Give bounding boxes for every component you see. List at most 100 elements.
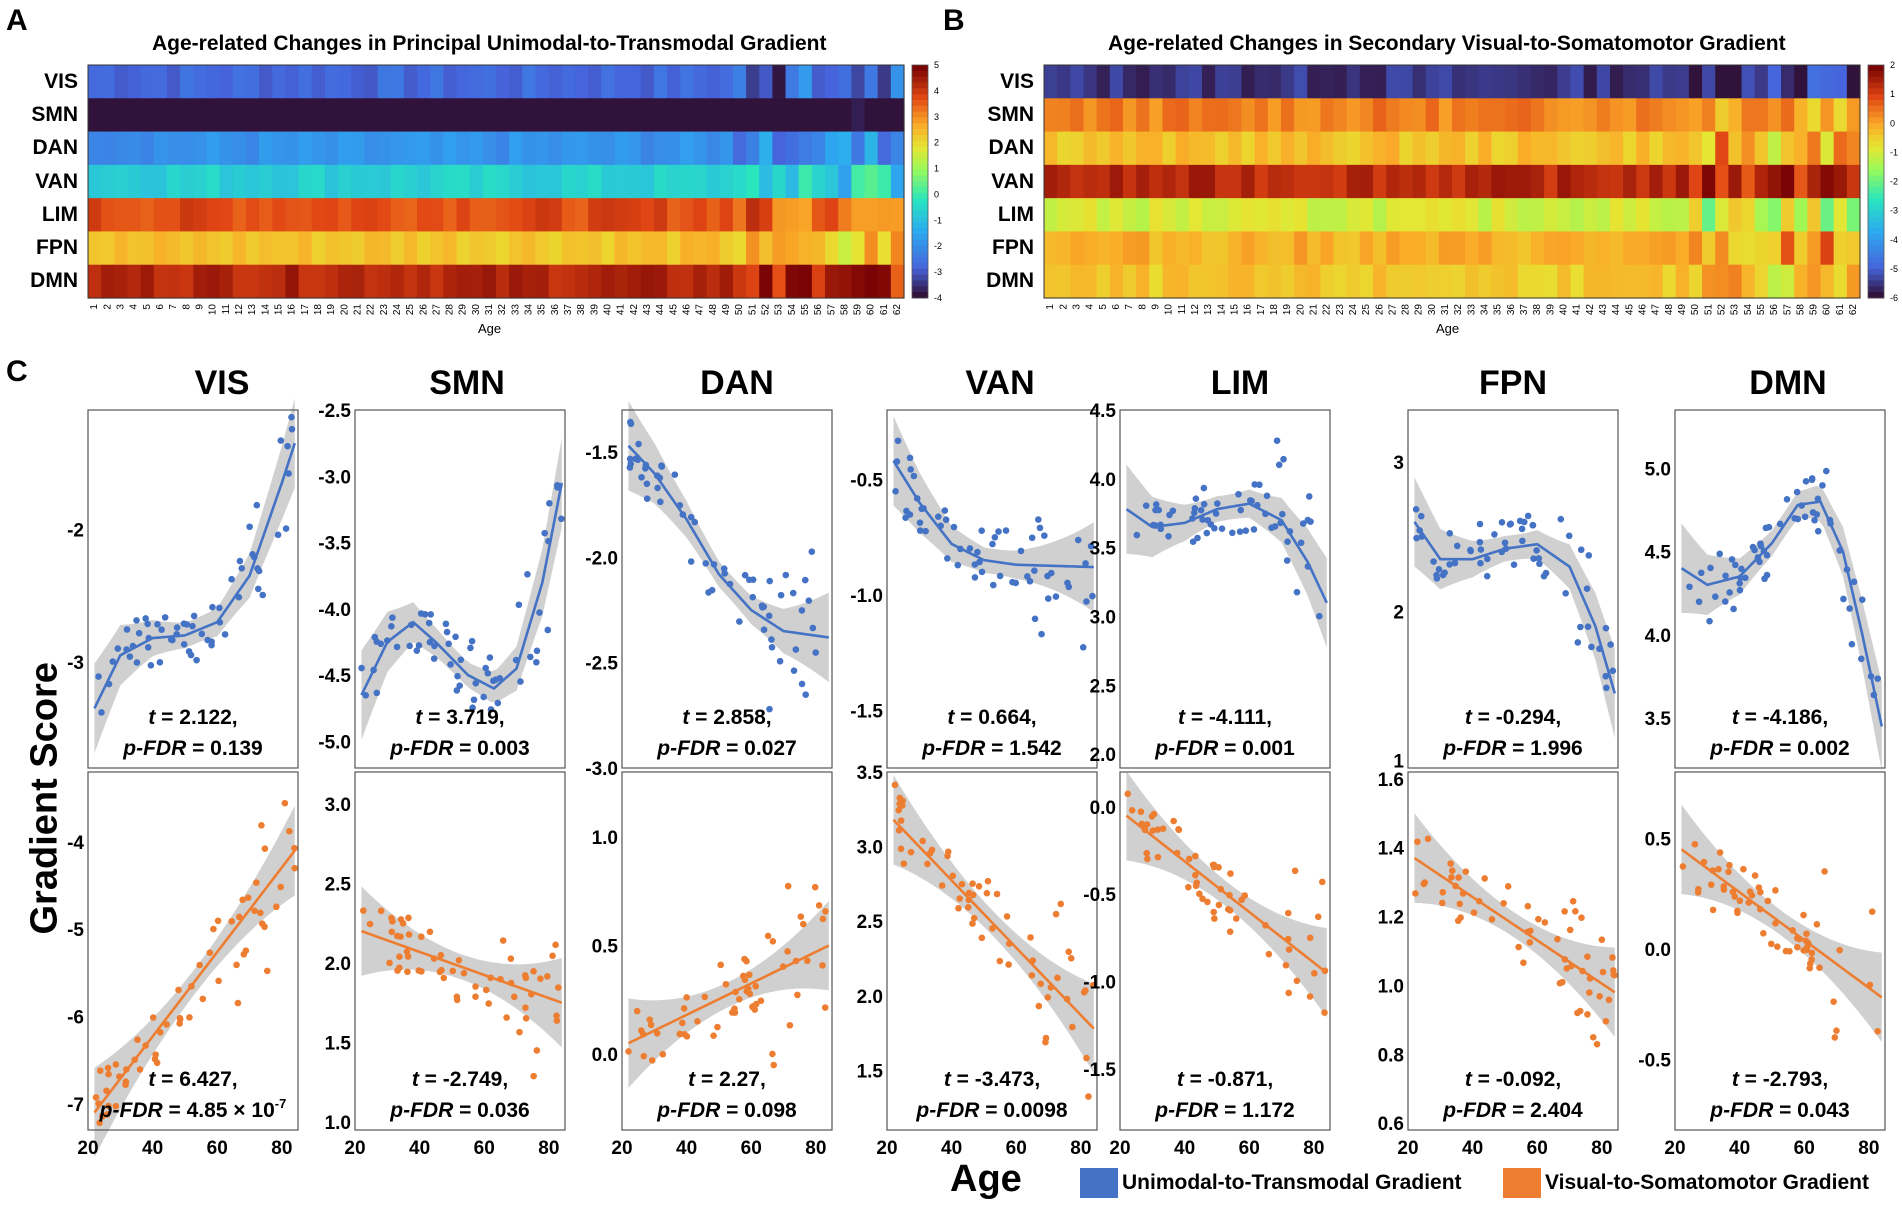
heatmap-a-colorbar-frame: [911, 64, 929, 299]
heatmap-b-cell: [1702, 264, 1716, 299]
data-point: [812, 649, 820, 656]
heatmap-b-cell: [1373, 65, 1387, 99]
heatmap-b-colorbar-step: [1868, 99, 1884, 107]
heatmap-b-cell: [1649, 164, 1664, 199]
heatmap-b-cell: [1280, 98, 1295, 133]
heatmap-a-cell: [338, 231, 352, 266]
data-point: [554, 481, 561, 489]
data-point: [653, 1029, 661, 1037]
heatmap-a-age-tick: 36: [550, 304, 561, 316]
heatmap-b-cell: [1044, 264, 1058, 299]
data-point: [1734, 907, 1741, 915]
data-point: [438, 966, 445, 974]
y-tick-label: -4: [67, 833, 84, 854]
heatmap-b-age-tick: 36: [1506, 304, 1517, 316]
heatmap-b-colorbar-tick: -6: [1890, 293, 1898, 303]
heatmap-b-cell: [1175, 164, 1190, 199]
data-point: [1691, 840, 1699, 848]
heatmap-a-cell: [153, 264, 168, 299]
data-point: [1421, 879, 1429, 886]
data-point: [1476, 520, 1484, 528]
heatmap-b-cell: [1333, 231, 1348, 266]
data-point: [741, 571, 749, 579]
data-point: [900, 860, 908, 867]
heatmap-a-cell: [877, 131, 892, 166]
heatmap-a-age-tick: 53: [774, 304, 785, 316]
data-point: [255, 567, 263, 575]
data-point: [798, 680, 806, 688]
heatmap-b-cell: [1333, 98, 1348, 133]
data-point: [714, 1023, 721, 1031]
data-point: [258, 822, 265, 829]
heatmap-b-cell: [1820, 131, 1835, 166]
heatmap-b-cell: [1623, 131, 1637, 166]
heatmap-b-cell: [1702, 164, 1716, 199]
data-point: [517, 678, 524, 685]
heatmap-a-cell: [259, 164, 273, 199]
heatmap-b-cell: [1491, 231, 1506, 266]
data-point: [183, 621, 191, 628]
data-point: [1256, 481, 1263, 489]
heatmap-a-colorbar-tick: 2: [934, 138, 939, 148]
heatmap-b-cell: [1662, 131, 1677, 166]
data-point: [1793, 488, 1801, 496]
heatmap-a-age-tick: 24: [392, 304, 403, 316]
heatmap-a-cell: [456, 131, 471, 166]
data-point: [1457, 914, 1464, 921]
heatmap-b-cell: [1728, 264, 1743, 299]
data-point: [281, 799, 289, 807]
data-point: [1448, 867, 1456, 874]
data-point: [1794, 943, 1801, 951]
data-point: [1273, 437, 1281, 445]
data-point: [1211, 915, 1218, 922]
heatmap-a-colorbar-step: [912, 187, 928, 194]
heatmap-a-cell: [166, 264, 181, 299]
heatmap-a-cell: [680, 98, 695, 133]
x-tick-label: 40: [941, 1138, 962, 1159]
heatmap-b-xlabel: Age: [1436, 321, 1460, 336]
data-point: [897, 817, 905, 824]
heatmap-b-cell: [1109, 231, 1124, 266]
data-point: [236, 557, 244, 565]
region-title-fpn: FPN: [1479, 364, 1547, 402]
heatmap-b-cell: [1241, 231, 1256, 266]
heatmap-b-age-tick: 15: [1229, 304, 1240, 316]
heatmap-a-cell: [206, 231, 221, 266]
data-point: [1455, 874, 1462, 881]
data-point: [453, 687, 461, 694]
data-point: [989, 581, 997, 589]
data-point: [1726, 861, 1733, 869]
heatmap-b-cell: [1807, 98, 1822, 133]
heatmap-a-cell: [272, 164, 287, 199]
heatmap-a-cell: [811, 131, 826, 166]
heatmap-a-cell: [785, 198, 800, 233]
heatmap-b-cell: [1820, 231, 1835, 266]
y-tick-label: 0.0: [592, 1045, 618, 1066]
plot-frame: [1674, 409, 1886, 769]
data-point: [1052, 910, 1060, 918]
heatmap-b-cell: [1122, 65, 1137, 99]
heatmap-a-age-tick: 3: [116, 304, 127, 310]
data-point: [894, 437, 902, 445]
data-point: [769, 1050, 776, 1058]
heatmap-a-cell: [456, 264, 471, 299]
heatmap-a-cell: [377, 131, 392, 166]
heatmap-b-age-tick: 33: [1466, 304, 1477, 316]
heatmap-b-cell: [1386, 198, 1400, 233]
heatmap-a-cell: [732, 65, 747, 99]
heatmap-a-cell: [732, 231, 747, 266]
heatmap-a-cell: [667, 98, 681, 133]
stat-p-fdr: p-FDR = 0.139: [122, 737, 262, 760]
heatmap-b-cell: [1188, 198, 1203, 233]
data-point: [1451, 559, 1459, 567]
heatmap-a-cell: [272, 98, 287, 133]
data-point: [467, 644, 474, 652]
data-point: [163, 1021, 170, 1028]
data-point: [228, 917, 235, 925]
plot-frame: [1407, 771, 1619, 1131]
heatmap-a-cell: [180, 198, 194, 233]
heatmap-b-cell: [1096, 131, 1111, 166]
heatmap-b-colorbar-step: [1868, 175, 1884, 182]
heatmap-a-cell: [588, 264, 602, 299]
data-point: [1470, 909, 1478, 916]
